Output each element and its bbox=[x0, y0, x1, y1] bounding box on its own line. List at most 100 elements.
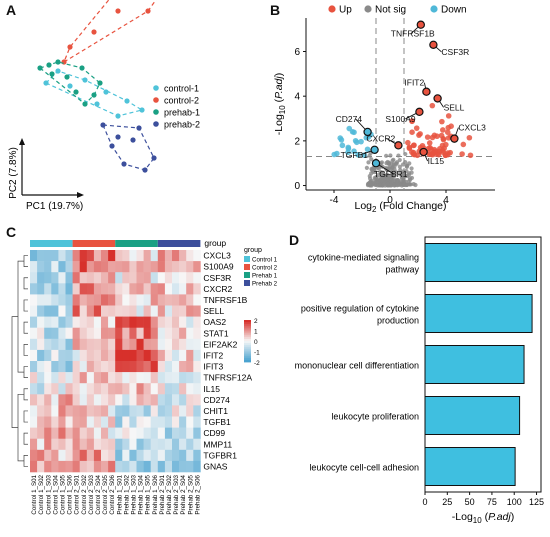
gene-row-label: S100A9 bbox=[203, 262, 234, 272]
up-point bbox=[440, 136, 447, 143]
heatmap-cell bbox=[58, 449, 66, 462]
heatmap-cell bbox=[101, 449, 109, 462]
heatmap-cell bbox=[58, 283, 66, 295]
heatmap-cell bbox=[37, 272, 45, 284]
up-point bbox=[435, 151, 442, 158]
notsig-point bbox=[403, 151, 408, 157]
scale-gradient-step bbox=[244, 347, 251, 350]
heatmap-cell bbox=[129, 261, 137, 273]
down-point bbox=[345, 145, 352, 152]
sample-label: Prehab 2_S03 bbox=[173, 474, 180, 514]
pca-point bbox=[130, 137, 136, 143]
dendrogram-branch bbox=[17, 260, 24, 373]
heatmap-cell bbox=[193, 394, 201, 406]
pca-point bbox=[121, 161, 127, 167]
up-point bbox=[409, 118, 415, 125]
heatmap-cell bbox=[193, 361, 201, 373]
heatmap-cell bbox=[108, 361, 116, 373]
heatmap-cell bbox=[65, 349, 73, 362]
heatmap-cell bbox=[122, 460, 130, 473]
dendrogram-branch bbox=[23, 344, 28, 356]
heatmap-cell bbox=[157, 427, 166, 439]
heatmap-cell bbox=[58, 272, 66, 284]
heatmap-cell bbox=[79, 250, 88, 262]
heatmap-cell bbox=[51, 283, 59, 295]
heatmap-cell bbox=[37, 283, 45, 295]
heatmap-cell bbox=[93, 261, 102, 273]
sample-label: Prehab 2_S04 bbox=[180, 474, 187, 514]
heatmap-cell bbox=[150, 449, 159, 462]
heatmap-cell bbox=[157, 438, 166, 451]
gene-label: CXCR2 bbox=[366, 133, 395, 143]
heatmap-cell bbox=[143, 338, 151, 351]
heatmap-cell bbox=[172, 338, 180, 351]
sample-label: Prehab 1_S02 bbox=[123, 474, 130, 514]
heatmap-cell bbox=[150, 427, 159, 439]
dendrogram-branch bbox=[23, 432, 28, 445]
heatmap-cell bbox=[150, 272, 159, 284]
heatmap-cell bbox=[150, 438, 159, 451]
legend-swatch bbox=[153, 97, 159, 103]
up-point bbox=[425, 145, 432, 152]
heatmap-cell bbox=[172, 460, 180, 473]
bar bbox=[424, 294, 533, 333]
heatmap-cell bbox=[58, 305, 66, 317]
pca-point bbox=[82, 101, 88, 107]
panel-a: A PC1 (19.7%) PC2 (7.8%) control-1 control-… bbox=[0, 0, 270, 215]
scale-tick-label: -1 bbox=[254, 350, 260, 357]
heatmap-cell bbox=[186, 283, 194, 295]
pca-point bbox=[49, 71, 55, 77]
heatmap-cell bbox=[44, 449, 52, 462]
down-point bbox=[338, 137, 345, 143]
heatmap-cell bbox=[186, 438, 194, 451]
heatmap-cell bbox=[93, 372, 102, 384]
heatmap-cell bbox=[108, 305, 116, 317]
up-point bbox=[406, 145, 413, 152]
heatmap-cell bbox=[115, 250, 123, 262]
heatmap-cell bbox=[93, 272, 102, 284]
heatmap-cell bbox=[51, 261, 59, 273]
bar bbox=[424, 345, 525, 384]
heatmap-cell bbox=[157, 327, 166, 340]
heatmap-cell bbox=[172, 361, 180, 373]
sample-label: Control 1_S02 bbox=[38, 474, 45, 514]
heatmap-cell bbox=[108, 294, 116, 306]
heatmap-cell bbox=[193, 416, 201, 428]
heatmap-cell bbox=[101, 349, 109, 362]
heatmap-cell bbox=[86, 361, 95, 373]
heatmap-cell bbox=[30, 416, 38, 428]
heatmap-cell bbox=[93, 305, 102, 317]
pca-point bbox=[67, 83, 73, 89]
labelled-point bbox=[370, 145, 379, 154]
heatmap-cell bbox=[122, 272, 130, 284]
heatmap-cell bbox=[164, 305, 173, 317]
heatmap-cell bbox=[179, 460, 187, 473]
sample-label: Control 2_S01 bbox=[74, 474, 81, 514]
heatmap-cell bbox=[86, 438, 95, 451]
heatmap-cell bbox=[150, 250, 159, 262]
heatmap-cell bbox=[44, 427, 52, 439]
legend-swatch bbox=[153, 85, 159, 91]
notsig-point bbox=[385, 177, 390, 182]
heatmap-cell bbox=[108, 261, 116, 273]
down-point bbox=[358, 138, 364, 145]
heatmap-cell bbox=[150, 261, 159, 273]
heatmap-cell bbox=[164, 460, 173, 473]
group-legend-swatch bbox=[244, 280, 250, 286]
heatmap-cell bbox=[79, 383, 88, 395]
heatmap-cell bbox=[51, 416, 59, 428]
gene-row-label: EIF2AK2 bbox=[203, 339, 237, 349]
heatmap-cell bbox=[186, 460, 194, 473]
pca-point bbox=[79, 65, 85, 71]
heatmap-cell bbox=[37, 394, 45, 406]
heatmap-cell bbox=[58, 372, 66, 384]
category-label: positive regulation of cytokine bbox=[301, 304, 419, 314]
heatmap-cell bbox=[86, 261, 95, 273]
notsig-point bbox=[382, 183, 388, 188]
heatmap-cell bbox=[79, 283, 88, 295]
category-label: leukocyte cell-cell adhesion bbox=[309, 463, 419, 473]
sample-label: Control 1_S05 bbox=[59, 474, 66, 514]
heatmap-cell bbox=[129, 383, 137, 395]
heatmap-cell bbox=[164, 416, 173, 428]
bar bbox=[424, 396, 521, 435]
